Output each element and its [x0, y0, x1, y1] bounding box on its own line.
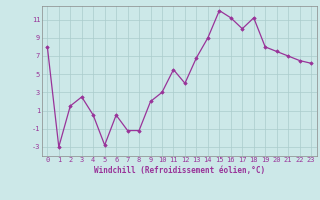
X-axis label: Windchill (Refroidissement éolien,°C): Windchill (Refroidissement éolien,°C) — [94, 166, 265, 175]
